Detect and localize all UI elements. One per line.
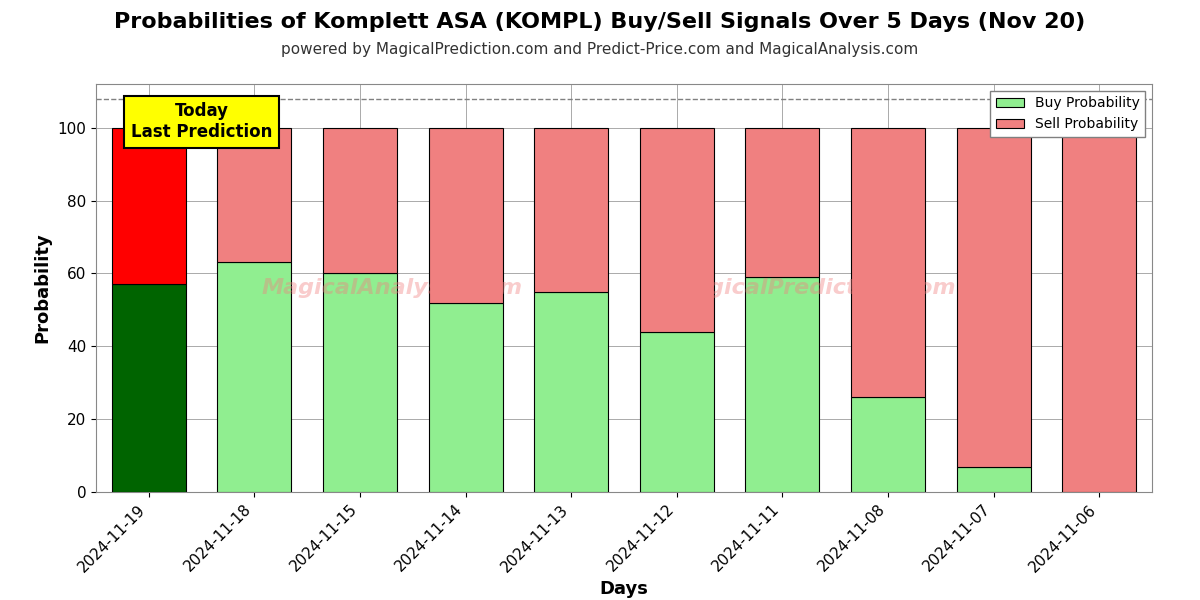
Bar [851,128,925,397]
Y-axis label: Probability: Probability [34,233,52,343]
Bar [428,302,503,492]
Text: MagicalPrediction.com: MagicalPrediction.com [672,278,956,298]
Bar [112,128,186,284]
Bar [323,128,397,274]
Bar [534,292,608,492]
Bar [640,332,714,492]
Text: powered by MagicalPrediction.com and Predict-Price.com and MagicalAnalysis.com: powered by MagicalPrediction.com and Pre… [281,42,919,57]
Bar [956,467,1031,492]
Bar [217,262,292,492]
Bar [217,128,292,262]
Bar [851,397,925,492]
Bar [112,284,186,492]
Legend: Buy Probability, Sell Probability: Buy Probability, Sell Probability [990,91,1145,137]
Bar [1062,128,1136,492]
Text: Probabilities of Komplett ASA (KOMPL) Buy/Sell Signals Over 5 Days (Nov 20): Probabilities of Komplett ASA (KOMPL) Bu… [114,12,1086,32]
Bar [534,128,608,292]
Bar [745,128,820,277]
Bar [640,128,714,332]
Text: Today
Last Prediction: Today Last Prediction [131,102,272,141]
Bar [956,128,1031,467]
Text: MagicalAnalysis.com: MagicalAnalysis.com [262,278,522,298]
Bar [745,277,820,492]
X-axis label: Days: Days [600,580,648,598]
Bar [323,274,397,492]
Bar [428,128,503,302]
